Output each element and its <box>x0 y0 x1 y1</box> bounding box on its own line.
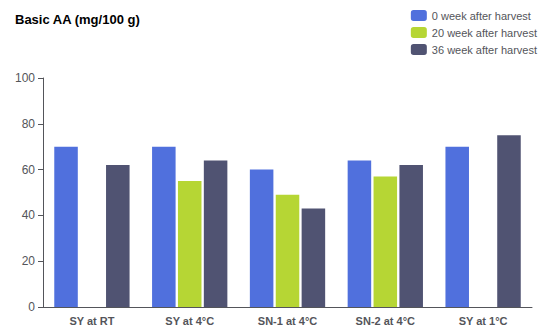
svg-text:80: 80 <box>22 117 36 131</box>
svg-text:SY at 1°C: SY at 1°C <box>459 315 508 327</box>
svg-text:0 week after harvest: 0 week after harvest <box>432 10 531 22</box>
svg-text:20: 20 <box>22 254 36 268</box>
svg-text:SY at 4°C: SY at 4°C <box>165 315 214 327</box>
svg-text:60: 60 <box>22 163 36 177</box>
svg-text:SN-1 at 4°C: SN-1 at 4°C <box>258 315 317 327</box>
svg-text:20 week after harvest: 20 week after harvest <box>432 27 537 39</box>
svg-text:SN-2 at 4°C: SN-2 at 4°C <box>356 315 415 327</box>
svg-text:0: 0 <box>28 300 35 314</box>
svg-text:36 week after harvest: 36 week after harvest <box>432 44 537 56</box>
svg-text:40: 40 <box>22 208 36 222</box>
svg-text:100: 100 <box>15 71 35 85</box>
svg-text:SY at RT: SY at RT <box>69 315 114 327</box>
svg-text:Basic AA (mg/100 g): Basic AA (mg/100 g) <box>15 12 140 27</box>
